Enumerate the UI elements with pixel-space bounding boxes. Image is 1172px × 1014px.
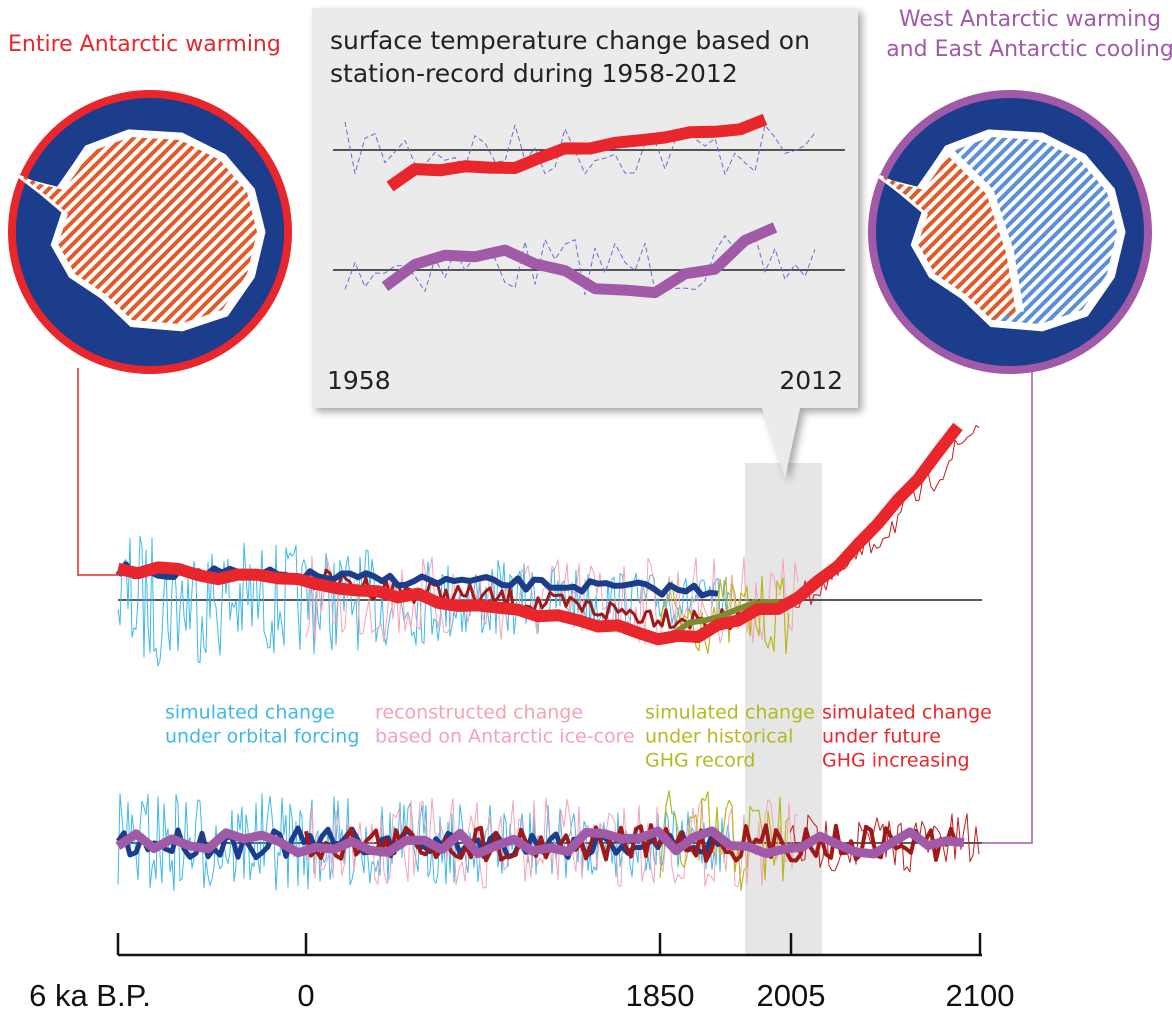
legend-text: under orbital forcing [165,726,359,748]
inset-title: station-record during 1958-2012 [330,59,738,88]
legend-text: GHG record [645,750,755,772]
legend-text: simulated change [645,702,815,724]
legend-text: under future [822,726,941,748]
timeline-label: 6 ka B.P. [29,978,151,1013]
timeline-label: 2005 [757,978,826,1013]
left-map [7,94,288,370]
legend-text: reconstructed change [375,702,583,724]
legend-text: GHG increasing [822,750,970,772]
timeline-label: 0 [297,978,314,1013]
timeline-label: 2100 [946,978,1015,1013]
curve [118,426,958,639]
connector [78,368,118,575]
legend-text: simulated change [822,702,992,724]
right-map [867,94,1148,370]
legend-text: based on Antarctic ice-core [375,726,635,748]
figure: Entire Antarctic warming West Antarctic … [0,0,1172,1014]
legend-text: under historical [645,726,793,748]
right-label: West Antarctic warming [899,7,1161,32]
right-label: and East Antarctic cooling [886,37,1172,62]
timeline-label: 1850 [626,978,695,1013]
inset-start: 1958 [327,366,391,395]
left-label: Entire Antarctic warming [8,32,281,57]
legend-text: simulated change [165,702,335,724]
connector [982,368,1032,843]
inset-title: surface temperature change based on [330,26,810,55]
inset-end: 2012 [779,366,843,395]
